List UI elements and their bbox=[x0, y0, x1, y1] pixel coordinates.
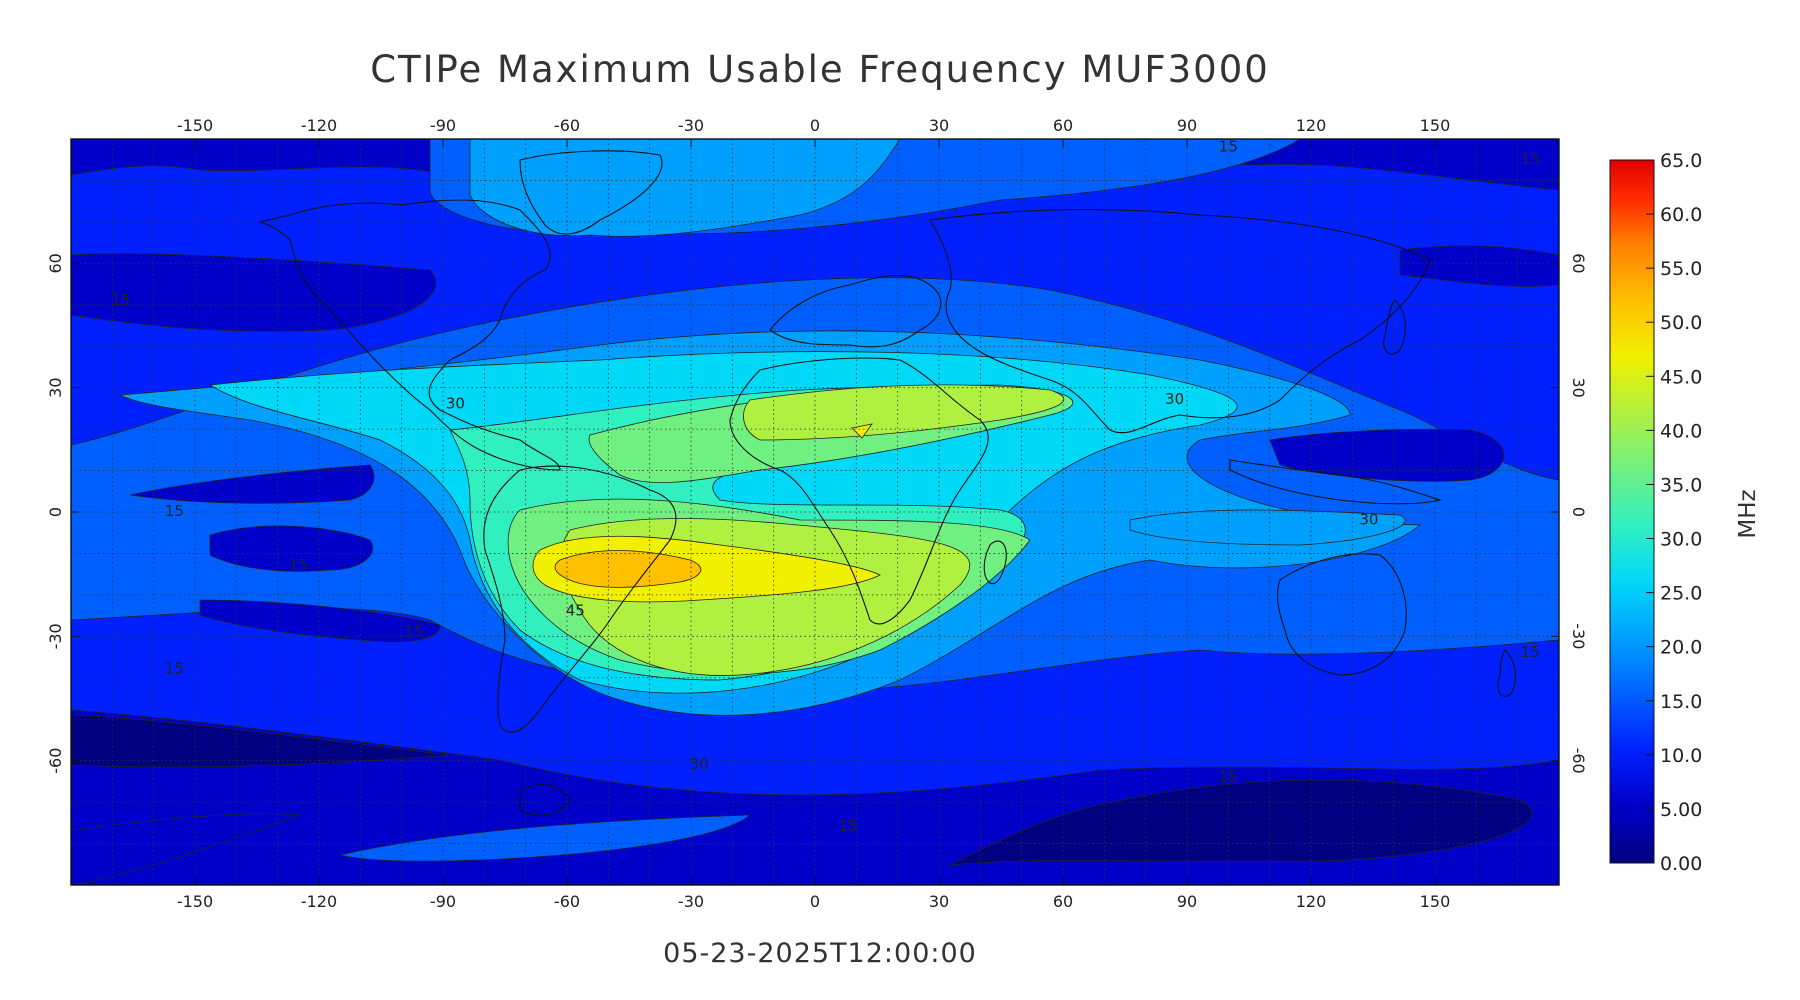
band-north-lightblue bbox=[469, 139, 901, 237]
contour-label: 30 bbox=[690, 755, 709, 773]
pocket-pacific-15c bbox=[199, 599, 441, 643]
lon-tick-label-top: 90 bbox=[1177, 116, 1197, 135]
contour-label: 30 bbox=[446, 394, 465, 412]
pocket-pacific-15b bbox=[209, 525, 373, 572]
lon-tick-label-top: -60 bbox=[554, 116, 580, 135]
coast-australia bbox=[1276, 553, 1407, 676]
colorbar-tick-label: 60.0 bbox=[1660, 204, 1702, 226]
lon-tick-label-bottom: -30 bbox=[678, 892, 704, 911]
band-north-mid-dark bbox=[71, 253, 437, 332]
colorbar-tick-label: 15.0 bbox=[1660, 691, 1702, 713]
colorbar-unit-label: MHz bbox=[1735, 489, 1761, 538]
band-orange bbox=[554, 550, 702, 588]
contour-label: 15 bbox=[1219, 137, 1238, 155]
lon-tick-label-top: 120 bbox=[1296, 116, 1327, 135]
lon-tick-label-top: 0 bbox=[810, 116, 820, 135]
band-lime-north bbox=[743, 384, 1064, 441]
contour-label: 30 bbox=[1359, 510, 1378, 528]
lon-tick-label-bottom: -150 bbox=[177, 892, 213, 911]
coast-africa bbox=[729, 357, 989, 625]
band-south-polar-dark bbox=[71, 813, 301, 885]
lat-tick-label-right: -60 bbox=[1569, 748, 1588, 774]
colorbar-tick-label: 5.00 bbox=[1660, 799, 1702, 821]
band-pacific-north-dark bbox=[1399, 245, 1559, 287]
coast-new-zealand bbox=[1497, 649, 1516, 697]
colorbar: 65.0 60.0 55.0 50.0 45.0 40.0 35.0 30.0 25.0 20.0… bbox=[1609, 150, 1761, 875]
lon-tick-label-bottom: 60 bbox=[1053, 892, 1073, 911]
lon-tick-label-bottom: -60 bbox=[554, 892, 580, 911]
coast-antarctic-peninsula bbox=[519, 784, 571, 816]
lat-tick-label-right: 60 bbox=[1569, 253, 1588, 273]
axis-ticks bbox=[71, 139, 1559, 885]
lon-tick-label-top: -120 bbox=[301, 116, 337, 135]
coast-europe bbox=[769, 275, 942, 348]
lat-tick-label-left: -30 bbox=[46, 623, 65, 649]
axis-tick-labels: -150 -150 -120 -120 -90 -90 -60 -60 -30 -30 0 0 30 30… bbox=[46, 116, 1588, 911]
coastlines bbox=[257, 150, 1516, 816]
colorbar-tick-label: 25.0 bbox=[1660, 583, 1702, 605]
colorbar-tick-label: 30.0 bbox=[1660, 529, 1702, 551]
lon-tick-label-bottom: 90 bbox=[1177, 892, 1197, 911]
colorbar-ticks bbox=[1646, 159, 1654, 864]
colorbar-tick-label: 35.0 bbox=[1660, 474, 1702, 496]
lon-tick-label-top: -90 bbox=[430, 116, 456, 135]
lon-tick-label-top: 30 bbox=[929, 116, 949, 135]
contour-label: 15 bbox=[1521, 150, 1540, 168]
lat-tick-label-left: 60 bbox=[46, 253, 65, 273]
contour-label: 45 bbox=[566, 602, 585, 620]
lon-tick-label-top: 60 bbox=[1053, 116, 1073, 135]
lat-tick-label-left: -60 bbox=[46, 748, 65, 774]
coast-japan bbox=[1383, 299, 1406, 355]
band-south-darkest bbox=[71, 714, 451, 768]
lat-tick-label-left: 30 bbox=[46, 377, 65, 397]
colorbar-tick-label: 20.0 bbox=[1660, 637, 1702, 659]
colorbar-scale bbox=[1609, 159, 1655, 864]
chart-title: CTIPe Maximum Usable Frequency MUF3000 bbox=[370, 48, 1270, 91]
colorbar-tick-label: 65.0 bbox=[1660, 150, 1702, 172]
lon-tick-label-bottom: 120 bbox=[1296, 892, 1327, 911]
colorbar-tick-labels: 65.0 60.0 55.0 50.0 45.0 40.0 35.0 30.0 25.0 20.0… bbox=[1660, 150, 1702, 875]
coast-north-america bbox=[257, 199, 561, 471]
contour-label: 15 bbox=[165, 660, 184, 678]
lon-tick-label-bottom: 150 bbox=[1420, 892, 1451, 911]
contour-label: 15 bbox=[839, 817, 858, 835]
contour-label: 30 bbox=[1165, 390, 1184, 408]
lon-tick-label-bottom: 30 bbox=[929, 892, 949, 911]
contour-label: 15 bbox=[165, 502, 184, 520]
pocket-south-blue bbox=[339, 814, 752, 862]
coast-asia bbox=[929, 209, 1431, 434]
lat-tick-label-left: 0 bbox=[46, 507, 65, 517]
graticule-grid bbox=[71, 139, 1559, 885]
pocket-eastern-lightblue bbox=[1129, 509, 1406, 546]
coast-south-america bbox=[483, 465, 677, 733]
lon-tick-label-top: -30 bbox=[678, 116, 704, 135]
colorbar-tick-label: 0.00 bbox=[1660, 853, 1702, 875]
lon-tick-label-top: -150 bbox=[177, 116, 213, 135]
contour-label: 15 bbox=[289, 556, 308, 574]
colorbar-tick-label: 50.0 bbox=[1660, 312, 1702, 334]
coast-greenland bbox=[519, 150, 663, 235]
lon-tick-label-bottom: -120 bbox=[301, 892, 337, 911]
contour-label: 15 bbox=[111, 291, 130, 309]
colorbar-tick-label: 10.0 bbox=[1660, 745, 1702, 767]
colorbar-tick-label: 40.0 bbox=[1660, 420, 1702, 442]
lon-tick-label-bottom: -90 bbox=[430, 892, 456, 911]
lat-tick-label-right: -30 bbox=[1569, 623, 1588, 649]
band-yellow-fleck bbox=[851, 423, 873, 439]
contour-label: 15 bbox=[405, 622, 424, 640]
contour-label: 15 bbox=[1521, 643, 1540, 661]
coast-madagascar bbox=[983, 540, 1007, 585]
lat-tick-label-right: 30 bbox=[1569, 377, 1588, 397]
contour-labels: 15 15 15 15 15 15 15 15 15 15 30 30 30 30 45 bbox=[111, 137, 1540, 835]
lat-tick-label-right: 0 bbox=[1569, 507, 1588, 517]
timestamp: 05-23-2025T12:00:00 bbox=[663, 938, 977, 969]
pocket-pacific-15a bbox=[129, 464, 375, 504]
contour-label: 15 bbox=[1219, 767, 1238, 785]
colorbar-tick-label: 55.0 bbox=[1660, 258, 1702, 280]
colorbar-tick-label: 45.0 bbox=[1660, 366, 1702, 388]
lon-tick-label-bottom: 0 bbox=[810, 892, 820, 911]
lon-tick-label-top: 150 bbox=[1420, 116, 1451, 135]
coast-southeast-asia-islands bbox=[1229, 459, 1442, 505]
